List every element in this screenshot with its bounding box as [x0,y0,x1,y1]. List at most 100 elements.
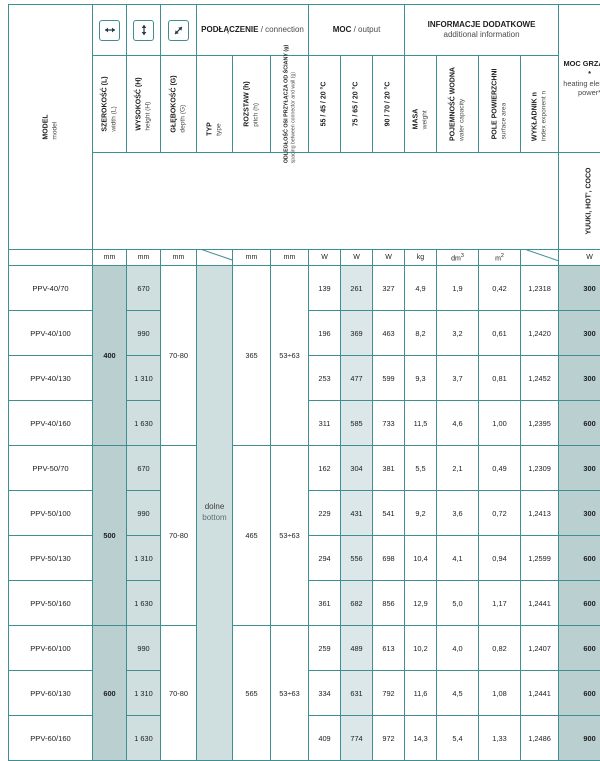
cell-output-55: 409 [309,716,341,761]
cell-spacing: 53÷63 [271,266,309,446]
cell-output-55: 253 [309,356,341,401]
cell-height: 990 [127,626,161,671]
header-row-labels: SZEROKOŚĆ (L) width (L) WYSOKOŚĆ (H) hei… [9,56,600,153]
arrow-horizontal-icon [99,20,120,41]
cell-height: 1 310 [127,671,161,716]
cell-model: PPV-60/160 [9,716,93,761]
cell-height: 1 630 [127,581,161,626]
cell-surface-area: 0,82 [479,626,521,671]
cell-width: 500 [93,446,127,626]
cell-output-90: 856 [373,581,405,626]
icon-cell-width [93,5,127,56]
cell-output-55: 196 [309,311,341,356]
cell-pitch: 365 [233,266,271,446]
cell-water-capacity: 5,0 [437,581,479,626]
cell-water-capacity: 3,7 [437,356,479,401]
cell-surface-area: 0,61 [479,311,521,356]
cell-height: 1 310 [127,356,161,401]
header-row-heater-models: YUUKI, HOT', COCO [9,153,600,250]
unit-exponent-empty [521,250,559,266]
header-output-90-70-20: 90 / 70 / 20 °C [373,56,405,153]
cell-spacing: 53÷63 [271,446,309,626]
cell-water-capacity: 2,1 [437,446,479,491]
cell-weight: 12,9 [405,581,437,626]
cell-surface-area: 1,33 [479,716,521,761]
cell-model: PPV-50/130 [9,536,93,581]
arrow-diagonal-icon [168,20,189,41]
cell-output-55: 259 [309,626,341,671]
cell-depth: 70-80 [161,266,197,446]
cell-weight: 11,6 [405,671,437,716]
cell-output-75: 431 [341,491,373,536]
cell-pitch: 465 [233,446,271,626]
header-model-label: MODEL model [42,114,59,139]
cell-surface-area: 0,42 [479,266,521,311]
header-heater-group: MOC GRZAŁKI * heating element power* [559,5,600,153]
cell-exponent: 1,2413 [521,491,559,536]
cell-output-90: 599 [373,356,405,401]
unit-width: mm [93,250,127,266]
cell-exponent: 1,2452 [521,356,559,401]
header-water-capacity: POJEMNOŚĆ WODNA water capacity [437,56,479,153]
unit-model [9,250,93,266]
header-heater-models: YUUKI, HOT', COCO [559,153,600,250]
cell-heater: 600 [559,536,600,581]
header-output-55-45-20: 55 / 45 / 20 °C [309,56,341,153]
icon-cell-depth [161,5,197,56]
unit-heater: W [559,250,600,266]
unit-output-75: W [341,250,373,266]
cell-water-capacity: 5,4 [437,716,479,761]
cell-model: PPV-60/100 [9,626,93,671]
cell-surface-area: 0,49 [479,446,521,491]
cell-heater: 600 [559,626,600,671]
cell-water-capacity: 3,2 [437,311,479,356]
cell-output-75: 631 [341,671,373,716]
cell-model: PPV-50/160 [9,581,93,626]
cell-height: 990 [127,491,161,536]
cell-model: PPV-40/130 [9,356,93,401]
cell-heater: 300 [559,266,600,311]
cell-exponent: 1,2395 [521,401,559,446]
cell-water-capacity: 3,6 [437,491,479,536]
cell-heater: 600 [559,581,600,626]
table-row: PPV-40/70 400 670 70-80 dolne bottom 365… [9,266,600,311]
cell-exponent: 1,2599 [521,536,559,581]
cell-height: 1 630 [127,401,161,446]
cell-heater: 300 [559,446,600,491]
cell-output-90: 733 [373,401,405,446]
radiator-specification-table: MODEL model [8,4,600,761]
cell-spacing: 53÷63 [271,626,309,761]
cell-output-75: 682 [341,581,373,626]
cell-water-capacity: 4,6 [437,401,479,446]
cell-water-capacity: 4,1 [437,536,479,581]
unit-output-90: W [373,250,405,266]
cell-heater: 600 [559,401,600,446]
cell-output-90: 327 [373,266,405,311]
cell-heater: 300 [559,356,600,401]
cell-width: 600 [93,626,127,761]
cell-surface-area: 1,00 [479,401,521,446]
cell-exponent: 1,2420 [521,311,559,356]
header-height: WYSOKOŚĆ (H) height (H) [127,56,161,153]
header-exponent: WYKŁADNIK n index exponent n [521,56,559,153]
cell-surface-area: 1,17 [479,581,521,626]
header-depth: GŁĘBOKOŚĆ (G) depth (G) [161,56,197,153]
cell-output-55: 311 [309,401,341,446]
cell-model: PPV-40/70 [9,266,93,311]
cell-model: PPV-50/100 [9,491,93,536]
cell-exponent: 1,2318 [521,266,559,311]
unit-spacing: mm [271,250,309,266]
cell-output-90: 792 [373,671,405,716]
cell-exponent: 1,2407 [521,626,559,671]
cell-model: PPV-60/130 [9,671,93,716]
header-model: MODEL model [9,5,93,250]
cell-output-55: 334 [309,671,341,716]
cell-output-90: 613 [373,626,405,671]
arrow-vertical-icon [133,20,154,41]
header-output-group: MOC / output [309,5,405,56]
cell-depth: 70-80 [161,626,197,761]
cell-height: 990 [127,311,161,356]
cell-weight: 10,2 [405,626,437,671]
header-row-units: mm mm mm mm mm W W W kg dm3 m2 W [9,250,600,266]
cell-heater: 900 [559,716,600,761]
